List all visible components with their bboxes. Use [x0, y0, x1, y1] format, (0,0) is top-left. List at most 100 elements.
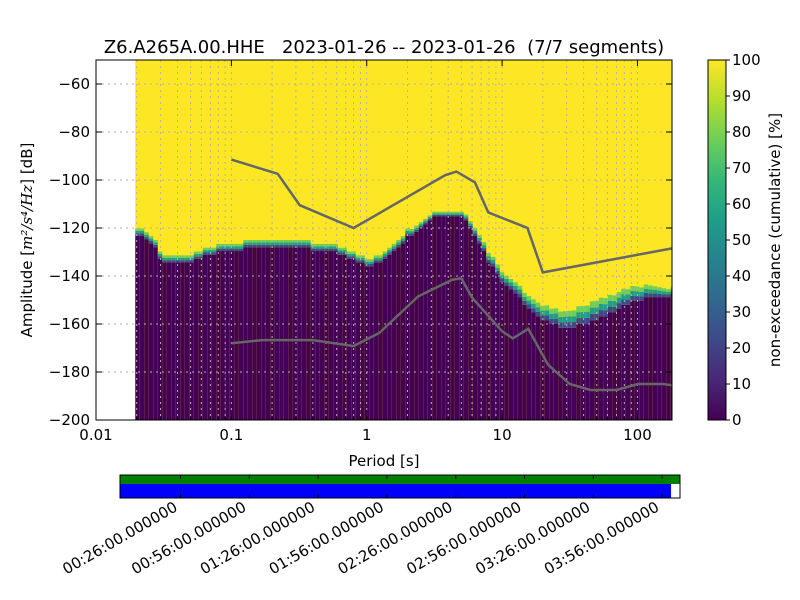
histogram-transition-bin	[549, 318, 555, 324]
available-data-bar	[120, 484, 672, 498]
noise-model-lines	[230, 158, 673, 392]
histogram-transition-bin	[661, 288, 667, 292]
histogram-transition-bin	[355, 257, 361, 261]
histogram-transition-bin	[153, 242, 159, 245]
histogram-column-purple	[207, 254, 213, 420]
histogram-transition-bin	[607, 300, 613, 307]
histogram-column-purple	[531, 312, 537, 420]
histogram-transition-bin	[459, 213, 465, 215]
histogram-transition-bin	[418, 222, 424, 225]
histogram-transition-bin	[450, 214, 456, 217]
histogram-column-yellow	[162, 60, 168, 420]
data-coverage-timeline: 00:26:00.00000000:56:00.00000001:26:00.0…	[59, 474, 681, 578]
histogram-transition-bin	[508, 282, 514, 286]
histogram-transition-bin	[400, 240, 406, 244]
histogram-column-purple	[427, 220, 433, 420]
histogram-transition-bin	[301, 244, 307, 248]
histogram-column-purple	[369, 266, 375, 420]
histogram-transition-bin	[166, 260, 172, 263]
histogram-column-purple	[378, 262, 384, 420]
histogram-transition-bin	[247, 240, 253, 243]
histogram-column-yellow	[220, 60, 226, 420]
histogram-transition-bin	[522, 296, 528, 301]
histogram-column-purple	[180, 262, 186, 420]
histogram-column-purple	[594, 320, 600, 420]
histogram-transition-bin	[495, 264, 501, 268]
histogram-column-yellow	[643, 60, 649, 420]
histogram-transition-bin	[193, 256, 199, 259]
histogram-column-purple	[558, 327, 564, 420]
histogram-transition-bin	[441, 214, 447, 217]
histogram-column-purple	[472, 235, 478, 420]
histogram-transition-bin	[184, 257, 190, 261]
histogram-transition-bin	[202, 252, 208, 255]
histogram-column-purple	[522, 304, 528, 420]
histogram-transition-bin	[441, 213, 447, 215]
histogram-transition-bin	[180, 255, 186, 258]
histogram-transition-bin	[310, 248, 316, 252]
histogram-transition-bin	[666, 289, 672, 292]
histogram-transition-bin	[207, 247, 213, 251]
histogram-transition-bin	[207, 252, 213, 255]
histogram-column-yellow	[225, 60, 231, 420]
histogram-transition-bin	[265, 244, 271, 248]
histogram-transition-bin	[387, 250, 393, 253]
histogram-column-yellow	[229, 60, 235, 420]
histogram-transition-bin	[562, 316, 568, 323]
histogram-transition-bin	[220, 246, 226, 249]
histogram-column-yellow	[355, 60, 361, 420]
histogram-column-purple	[333, 251, 339, 420]
histogram-transition-bin	[576, 306, 582, 313]
histogram-transition-bin	[603, 298, 609, 305]
histogram-column-yellow	[657, 60, 663, 420]
histogram-transition-bin	[499, 272, 505, 276]
histogram-transition-bin	[612, 295, 618, 302]
histogram-transition-bin	[193, 253, 199, 257]
histogram-transition-bin	[139, 230, 145, 234]
histogram-transition-bin	[625, 299, 631, 305]
histogram-transition-bin	[508, 285, 514, 290]
histogram-transition-bin	[553, 308, 559, 314]
histogram-transition-bin	[553, 318, 559, 324]
histogram-transition-bin	[139, 228, 145, 231]
histogram-column-yellow	[531, 60, 537, 420]
histogram-transition-bin	[144, 234, 150, 238]
chart-title: Z6.A265A.00.HHE 2023-01-26 -- 2023-01-26…	[104, 37, 664, 58]
histogram-transition-bin	[283, 242, 289, 245]
histogram-transition-bin	[432, 213, 438, 215]
histogram-column-purple	[306, 247, 312, 420]
colorbar-tick-label: 70	[732, 159, 751, 177]
histogram-transition-bin	[198, 253, 204, 257]
histogram-transition-bin	[409, 233, 415, 236]
histogram-transition-bin	[297, 242, 303, 245]
histogram-column-yellow	[630, 60, 636, 420]
histogram-column-yellow	[387, 60, 393, 420]
y-tick-label: −60	[58, 75, 90, 93]
grid-lines	[95, 60, 672, 421]
histogram-transition-bin	[432, 214, 438, 217]
histogram-transition-bin	[279, 240, 285, 243]
histogram-column-yellow	[607, 60, 613, 420]
histogram-transition-bin	[562, 311, 568, 317]
histogram-transition-bin	[463, 214, 469, 217]
histogram-transition-bin	[517, 293, 523, 298]
histogram-transition-bin	[495, 270, 501, 275]
histogram-column-purple	[648, 297, 654, 420]
histogram-column-yellow	[549, 60, 555, 420]
histogram-transition-bin	[238, 248, 244, 252]
plot-frame	[95, 59, 673, 421]
histogram-column-purple	[499, 281, 505, 420]
histogram-transition-bin	[225, 243, 231, 247]
histogram-transition-bin	[351, 256, 357, 259]
histogram-transition-bin	[306, 244, 312, 248]
psd-histogram	[135, 60, 673, 420]
histogram-transition-bin	[333, 248, 339, 252]
histogram-transition-bin	[265, 240, 271, 243]
histogram-transition-bin	[535, 311, 541, 317]
histogram-transition-bin	[369, 259, 375, 262]
histogram-transition-bin	[580, 317, 586, 324]
histogram-column-purple	[229, 251, 235, 420]
histogram-column-yellow	[202, 60, 208, 420]
timeline-tick-label: 02:26:00.000000	[335, 498, 456, 578]
histogram-column-yellow	[198, 60, 204, 420]
